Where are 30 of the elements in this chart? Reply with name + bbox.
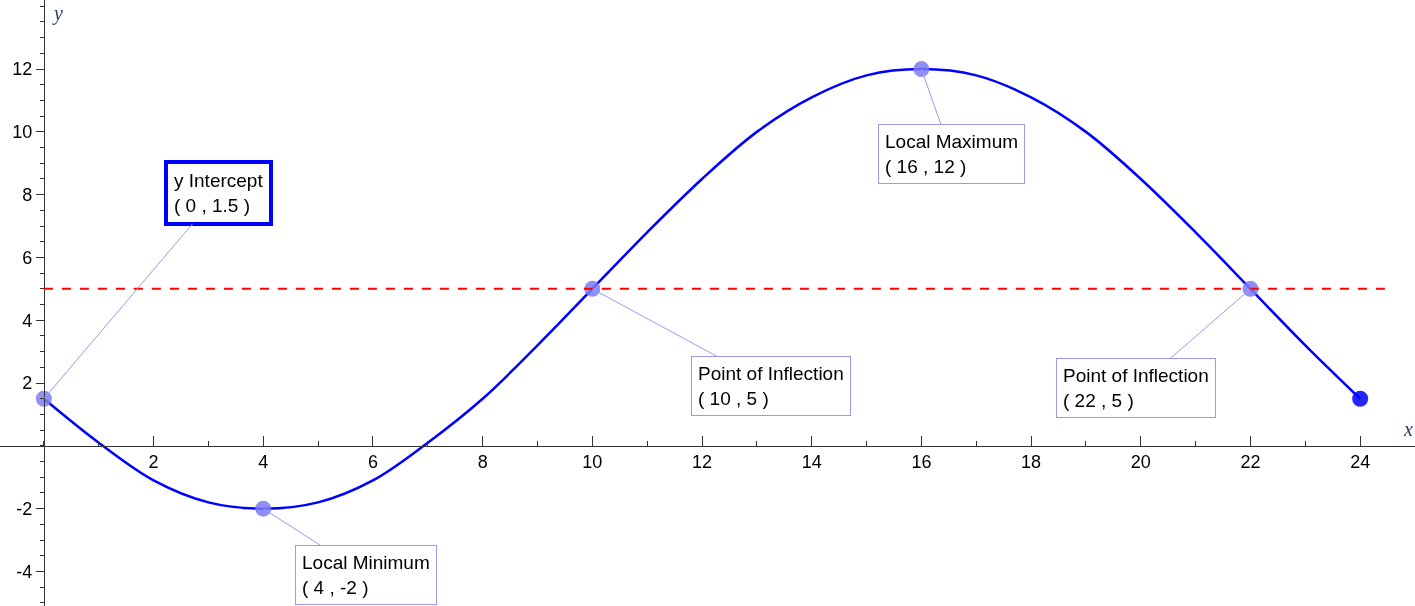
annotation: Point of Inflection ( 10 , 5 )	[698, 363, 844, 409]
x-tick-label: 8	[477, 452, 488, 473]
y-tick-label: 12	[12, 59, 33, 80]
x-tick-label: 16	[911, 452, 932, 473]
x-tick-label: 10	[582, 452, 603, 473]
y-axis-title: y	[52, 2, 63, 25]
y-tick-label: 4	[22, 310, 33, 331]
annotation: Local Minimum ( 4 , -2 )	[302, 552, 430, 598]
point	[1352, 390, 1369, 407]
y-tick-label: 2	[22, 373, 33, 394]
x-tick-label: 14	[801, 452, 822, 473]
x-tick-label: 4	[258, 452, 269, 473]
x-tick-label: 12	[692, 452, 713, 473]
point	[913, 61, 930, 78]
y-tick-label: -4	[16, 561, 33, 582]
y-tick-label: 8	[22, 184, 33, 205]
annotation: y Intercept ( 0 , 1.5 )	[174, 170, 264, 216]
x-axis-title: x	[1403, 418, 1413, 440]
point	[255, 500, 272, 517]
x-tick-label: 18	[1021, 452, 1042, 473]
annotation: Local Maximum ( 16 , 12 )	[885, 131, 1019, 177]
y-tick-label: 10	[12, 122, 33, 143]
x-tick-label: 2	[148, 452, 159, 473]
x-tick-label: 20	[1130, 452, 1151, 473]
y-tick-label: 6	[22, 247, 33, 268]
x-tick-label: 6	[367, 452, 378, 473]
annotation: Point of Inflection ( 22 , 5 )	[1063, 365, 1209, 411]
x-tick-label: 24	[1350, 452, 1371, 473]
x-tick-label: 22	[1240, 452, 1261, 473]
y-tick-label: -2	[16, 498, 33, 519]
